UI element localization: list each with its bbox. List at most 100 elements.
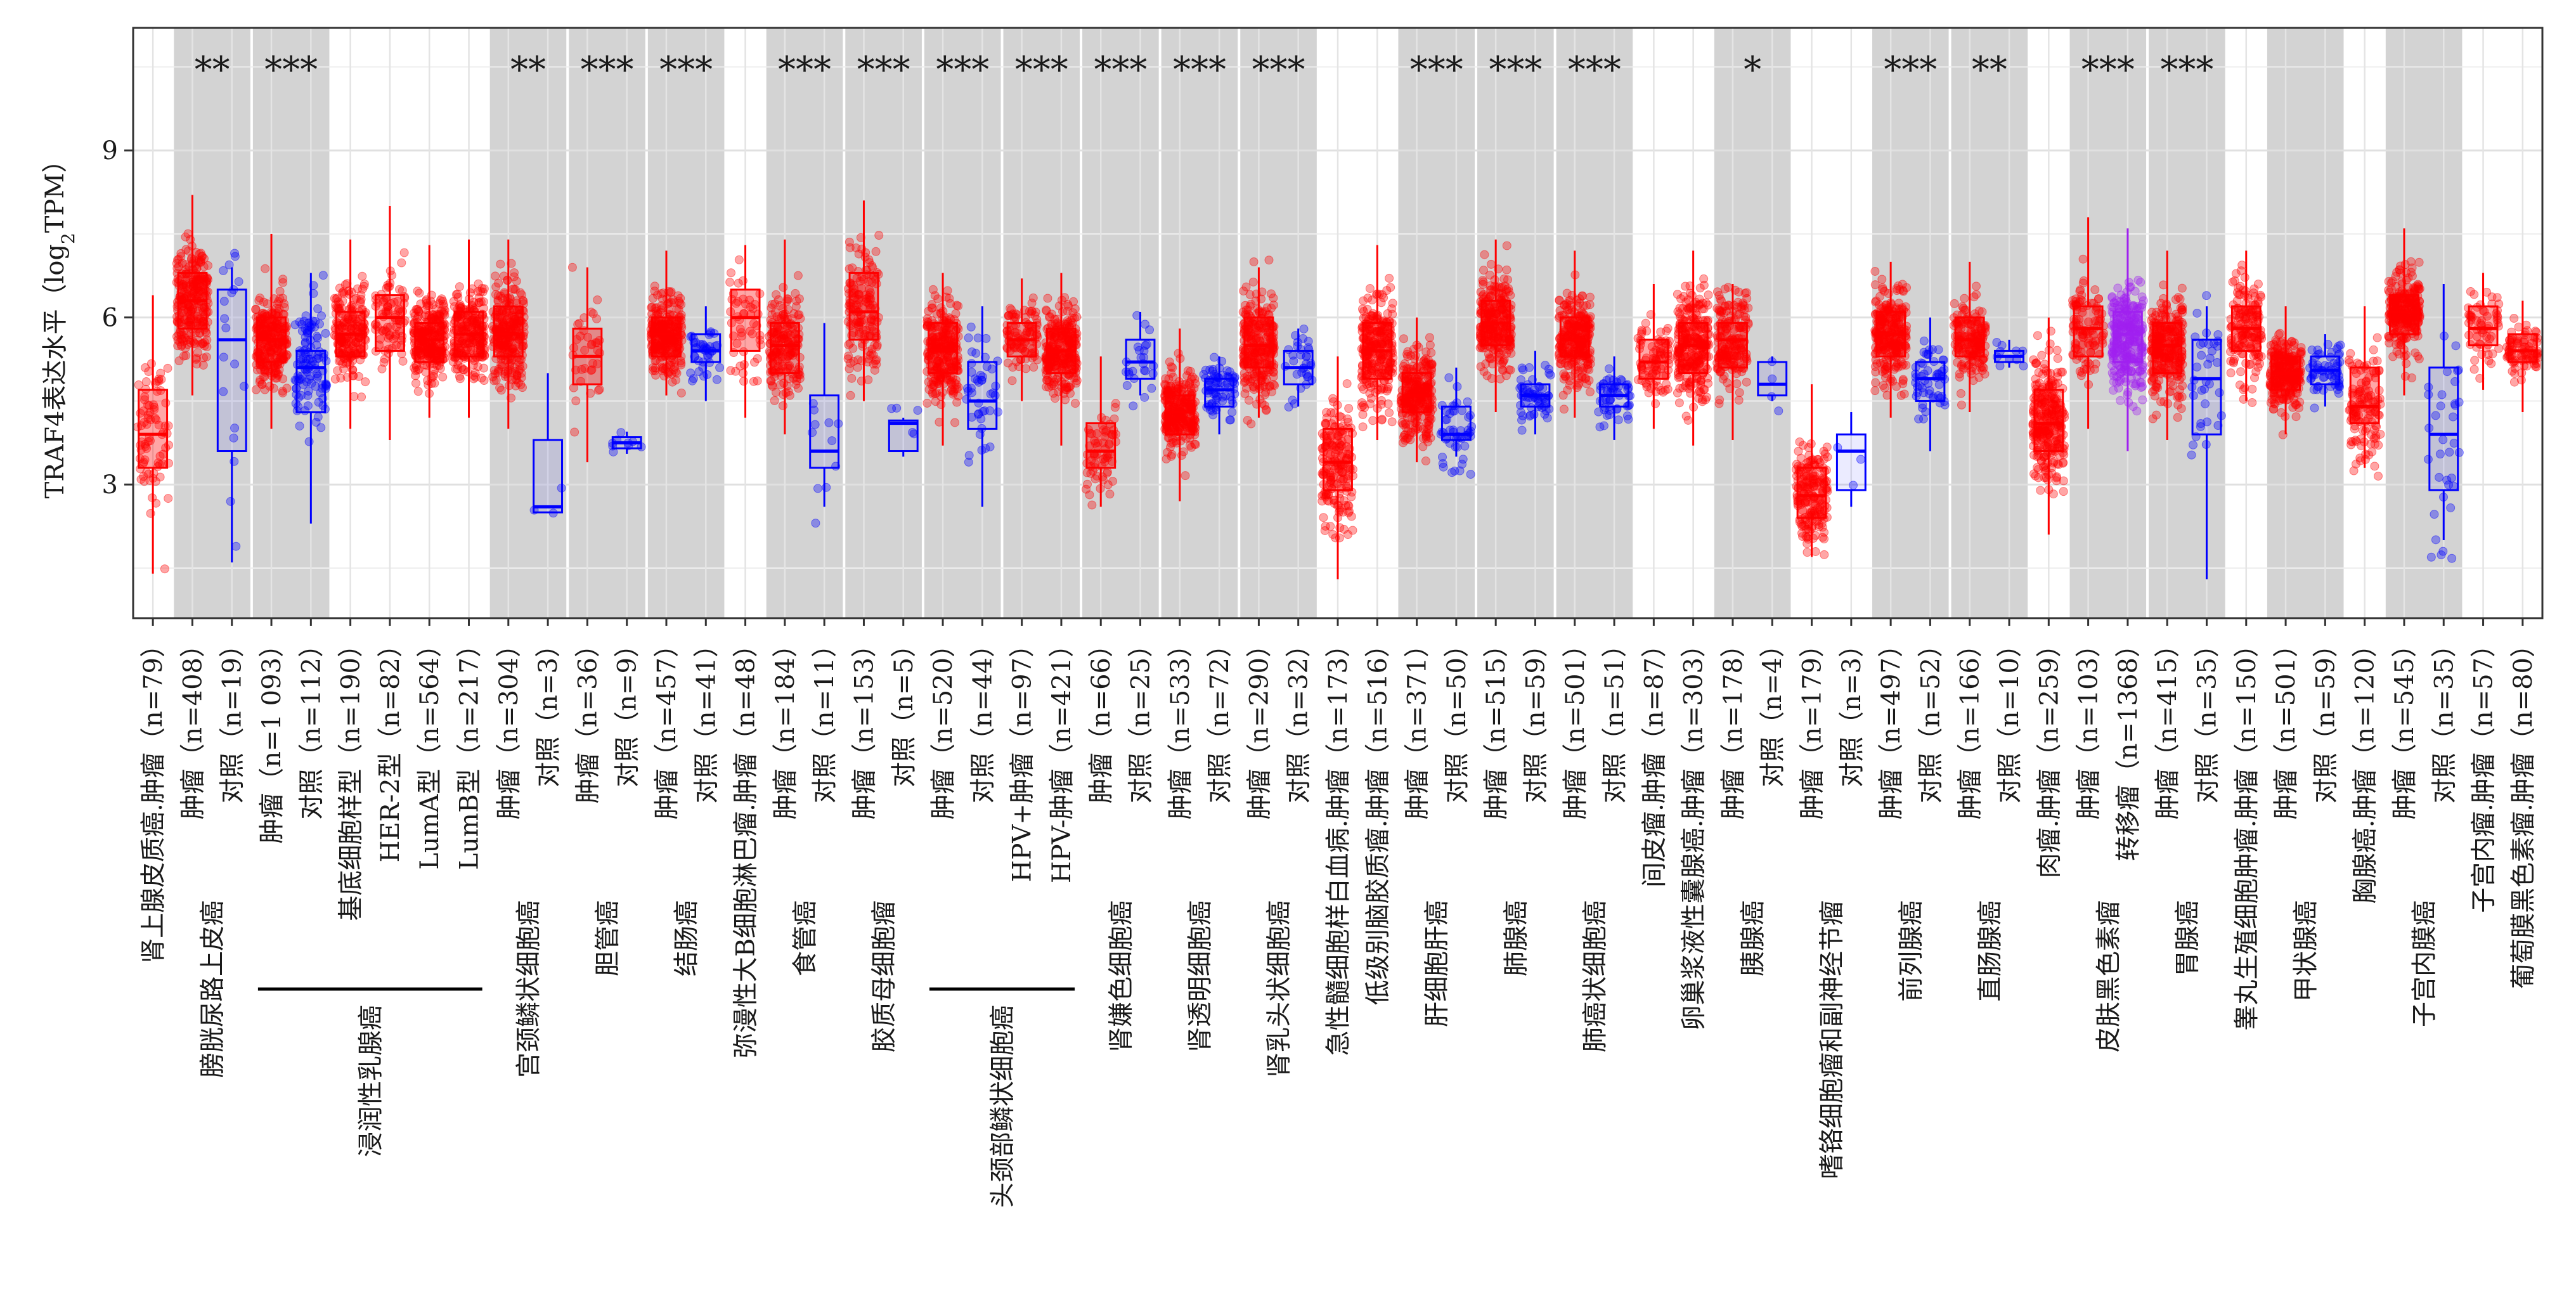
data-point bbox=[183, 307, 193, 316]
data-point bbox=[150, 403, 159, 412]
data-point bbox=[1347, 512, 1356, 521]
data-point bbox=[192, 284, 202, 294]
data-point bbox=[595, 385, 604, 394]
data-point bbox=[398, 356, 408, 366]
data-point bbox=[689, 374, 698, 384]
data-point bbox=[1463, 397, 1472, 406]
data-point bbox=[140, 455, 150, 465]
data-point bbox=[1450, 466, 1460, 476]
data-point bbox=[1421, 456, 1430, 466]
data-point bbox=[1008, 363, 1018, 372]
data-point bbox=[787, 314, 796, 323]
data-point bbox=[573, 320, 583, 329]
data-point bbox=[146, 359, 156, 368]
data-point bbox=[278, 388, 287, 398]
data-point bbox=[180, 315, 190, 325]
data-point bbox=[1401, 420, 1411, 429]
data-point bbox=[1383, 384, 1392, 394]
shaded-band bbox=[1082, 28, 1159, 618]
data-point bbox=[146, 415, 155, 425]
data-point bbox=[174, 356, 184, 366]
data-point bbox=[811, 519, 820, 528]
data-point bbox=[439, 307, 448, 317]
data-point bbox=[188, 275, 198, 285]
data-point bbox=[952, 301, 962, 310]
data-point bbox=[186, 306, 196, 316]
data-point bbox=[768, 382, 777, 391]
data-point bbox=[1068, 313, 1077, 323]
data-point bbox=[174, 330, 183, 339]
shaded-band bbox=[489, 28, 567, 618]
data-point bbox=[193, 335, 202, 345]
data-point bbox=[183, 290, 193, 299]
data-point bbox=[231, 541, 241, 551]
data-point bbox=[186, 313, 196, 323]
data-point bbox=[1167, 450, 1177, 459]
data-point bbox=[1480, 250, 1489, 259]
data-point bbox=[196, 314, 205, 323]
data-point bbox=[195, 256, 204, 265]
data-point bbox=[951, 309, 961, 318]
data-point bbox=[1496, 349, 1505, 359]
data-point bbox=[176, 249, 186, 258]
data-point bbox=[945, 294, 954, 303]
data-point bbox=[184, 306, 193, 316]
data-point bbox=[1299, 324, 1309, 333]
data-point bbox=[278, 275, 288, 284]
data-point bbox=[330, 374, 340, 384]
data-point bbox=[313, 412, 323, 422]
data-point bbox=[191, 269, 201, 278]
data-point bbox=[1249, 385, 1259, 394]
data-point bbox=[190, 287, 199, 296]
data-point bbox=[1498, 358, 1508, 367]
data-point bbox=[202, 335, 212, 345]
data-point bbox=[964, 333, 973, 342]
shaded-band bbox=[647, 28, 725, 618]
data-point bbox=[139, 477, 149, 486]
data-point bbox=[516, 380, 526, 389]
data-point bbox=[1427, 414, 1436, 424]
data-point bbox=[190, 280, 199, 289]
data-point bbox=[1145, 325, 1155, 335]
data-point bbox=[174, 254, 184, 264]
data-point bbox=[874, 231, 884, 240]
data-point bbox=[739, 377, 749, 386]
data-point bbox=[352, 294, 361, 303]
data-point bbox=[176, 252, 186, 261]
data-point bbox=[164, 494, 173, 503]
data-point bbox=[273, 307, 283, 316]
data-point bbox=[952, 398, 962, 407]
data-point bbox=[179, 280, 188, 289]
data-point bbox=[1244, 396, 1253, 405]
data-point bbox=[872, 355, 881, 365]
data-point bbox=[1487, 354, 1496, 363]
data-point bbox=[649, 363, 658, 372]
data-point bbox=[191, 281, 200, 290]
data-point bbox=[1458, 455, 1468, 464]
data-point bbox=[726, 366, 735, 375]
shaded-band bbox=[2267, 28, 2344, 618]
data-point bbox=[251, 304, 261, 314]
shaded-band bbox=[1556, 28, 1633, 618]
data-point bbox=[945, 375, 955, 385]
data-point bbox=[155, 472, 165, 482]
data-point bbox=[1486, 259, 1496, 269]
data-point bbox=[188, 282, 198, 292]
data-point bbox=[846, 391, 855, 400]
data-point bbox=[1399, 334, 1409, 344]
data-point bbox=[411, 371, 420, 380]
data-point bbox=[174, 262, 183, 271]
data-point bbox=[304, 437, 314, 446]
data-point bbox=[339, 365, 349, 374]
data-point bbox=[1264, 256, 1274, 265]
data-point bbox=[199, 262, 209, 271]
data-point bbox=[202, 352, 211, 361]
data-point bbox=[1304, 337, 1313, 346]
data-point bbox=[1269, 301, 1278, 310]
data-point bbox=[344, 290, 354, 299]
data-point bbox=[570, 427, 579, 437]
data-point bbox=[1129, 401, 1138, 411]
data-point bbox=[196, 257, 205, 266]
data-point bbox=[196, 258, 205, 268]
data-point bbox=[152, 415, 161, 425]
